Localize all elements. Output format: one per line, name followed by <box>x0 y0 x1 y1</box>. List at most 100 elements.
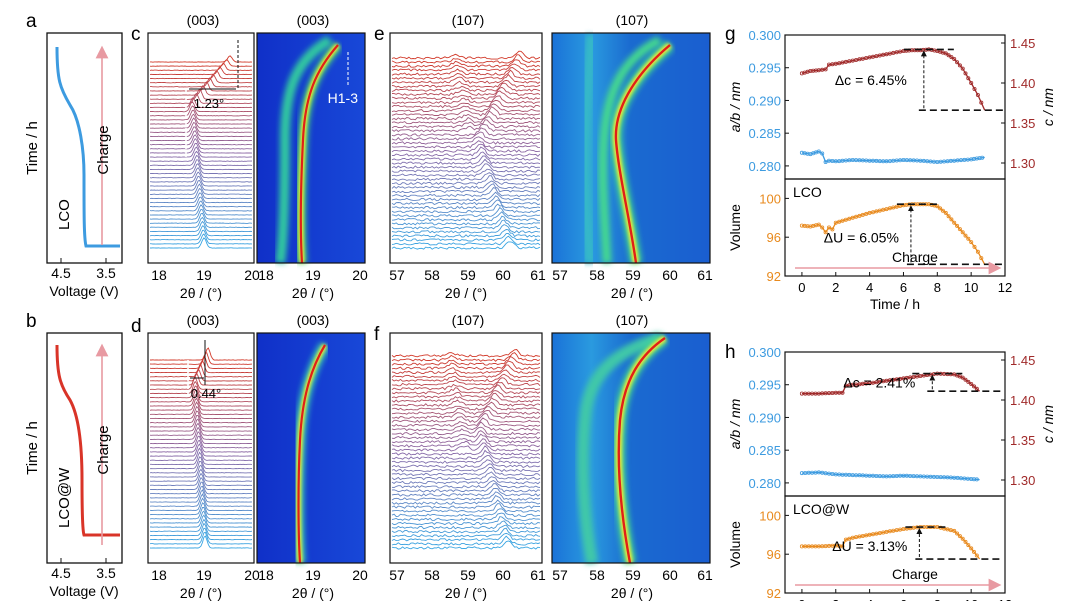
x-tick-label: 20 <box>352 567 368 583</box>
panel-h: h 0.280 0.285 0.290 0.295 0.300 1.30 1.35 1.40 1… <box>725 342 1056 601</box>
diffraction-line <box>391 151 541 161</box>
diffraction-line <box>150 405 252 420</box>
ab-tick-label: 0.285 <box>748 443 781 458</box>
diffraction-line <box>149 150 253 162</box>
c-line <box>801 372 981 395</box>
x-axis-label: 2θ / (°) <box>292 285 334 301</box>
volume-point <box>974 553 979 558</box>
c-point <box>960 375 965 380</box>
x-tick-label: 18 <box>258 267 274 283</box>
diffraction-line <box>391 67 541 76</box>
volume-point <box>952 220 957 225</box>
volume-point <box>963 233 968 238</box>
c-point <box>957 63 962 68</box>
diffraction-line <box>391 364 541 375</box>
diffraction-line <box>391 191 541 202</box>
volume-point <box>943 210 948 215</box>
x-tick-label: 4 <box>866 280 873 295</box>
diffraction-line <box>391 426 541 436</box>
diffraction-line <box>149 376 253 390</box>
c-point <box>943 51 948 56</box>
volume-point <box>960 230 965 235</box>
diffraction-line <box>391 99 541 109</box>
diffraction-line <box>149 527 253 541</box>
diffraction-line <box>391 203 541 214</box>
c-tick-label: 1.40 <box>1010 393 1035 408</box>
panel-letter: a <box>26 11 37 32</box>
diffraction-line <box>391 103 540 113</box>
diffraction-line <box>149 472 253 486</box>
voltage-curve <box>55 46 120 248</box>
diffraction-line <box>391 381 541 391</box>
diffraction-line <box>149 447 252 461</box>
panel-title: (107) <box>452 12 485 28</box>
c-point <box>974 386 979 391</box>
c-point <box>969 81 974 86</box>
diffraction-line <box>391 520 540 530</box>
diffraction-line <box>391 360 541 370</box>
diffraction-line <box>149 233 253 245</box>
diffraction-line <box>149 464 253 478</box>
delta-volume-label: ΔU = 6.05% <box>824 229 899 245</box>
volume-axis-label: Volume <box>727 521 743 568</box>
diffraction-line <box>391 532 541 542</box>
delta-c-label: Δc = 6.45% <box>835 72 907 88</box>
volume-point <box>969 240 974 245</box>
volume-tick-label: 96 <box>767 230 781 245</box>
panel-title-2: (003) <box>297 12 330 28</box>
c-point <box>952 57 957 62</box>
diffraction-line <box>149 109 252 121</box>
panel-title-2: (003) <box>297 312 330 328</box>
panel-f: f (107) (107) 57 58 59 60 61 2θ / (°) 57… <box>374 312 713 601</box>
diffraction-line <box>149 225 253 237</box>
diffraction-line <box>149 70 253 80</box>
diffraction-line <box>391 476 541 485</box>
panel-g: g 0.280 0.285 0.290 0.295 0.300 1.30 1.35 1.40 1… <box>725 24 1056 312</box>
x-tick-label: 19 <box>305 267 321 283</box>
diffraction-line <box>391 69 541 80</box>
diffraction-line <box>149 88 253 100</box>
panel-c: c (003) 1.23° (003) H1-3 18 19 20 2θ / (… <box>131 12 368 301</box>
plot-frame-lower <box>784 178 1006 277</box>
diffraction-line <box>149 481 253 495</box>
x-tick-label: 61 <box>697 267 713 283</box>
x-tick-label: 57 <box>389 567 405 583</box>
volume-point <box>833 220 838 225</box>
diffraction-line <box>391 527 541 538</box>
diffraction-line <box>149 183 253 195</box>
c-tick-label: 1.35 <box>1010 116 1035 131</box>
charge-label: Charge <box>892 566 938 582</box>
x-axis-label: 2θ / (°) <box>445 285 487 301</box>
diffraction-line <box>391 211 541 222</box>
diffraction-line <box>391 110 541 121</box>
volume-point <box>840 218 845 223</box>
diffraction-line <box>391 63 541 72</box>
c-point <box>949 55 954 60</box>
diffraction-line <box>149 81 253 92</box>
x-tick-label: 6 <box>900 597 907 601</box>
volume-point <box>952 528 957 533</box>
ab-point <box>974 477 979 482</box>
diffraction-line <box>149 443 252 457</box>
diffraction-line <box>149 380 253 395</box>
x-tick-label: 57 <box>389 267 405 283</box>
volume-point <box>966 543 971 548</box>
diffraction-line <box>391 516 541 526</box>
diffraction-line <box>150 514 253 528</box>
diffraction-line <box>149 130 253 142</box>
x-tick-label: 60 <box>662 567 678 583</box>
diffraction-line <box>149 422 253 436</box>
diffraction-line <box>149 212 253 224</box>
x-axis-label: Time / h <box>870 296 920 312</box>
volume-point <box>850 215 855 220</box>
c-point <box>972 384 977 389</box>
diffraction-line <box>149 372 252 386</box>
diffraction-line <box>391 143 541 153</box>
diffraction-line <box>149 468 253 482</box>
diffraction-line <box>149 204 253 216</box>
volume-point <box>820 225 825 230</box>
diffraction-line <box>149 460 253 474</box>
charge-label: Charge <box>95 425 112 474</box>
x-tick-label: 57 <box>552 267 568 283</box>
plot-frame <box>46 332 123 564</box>
